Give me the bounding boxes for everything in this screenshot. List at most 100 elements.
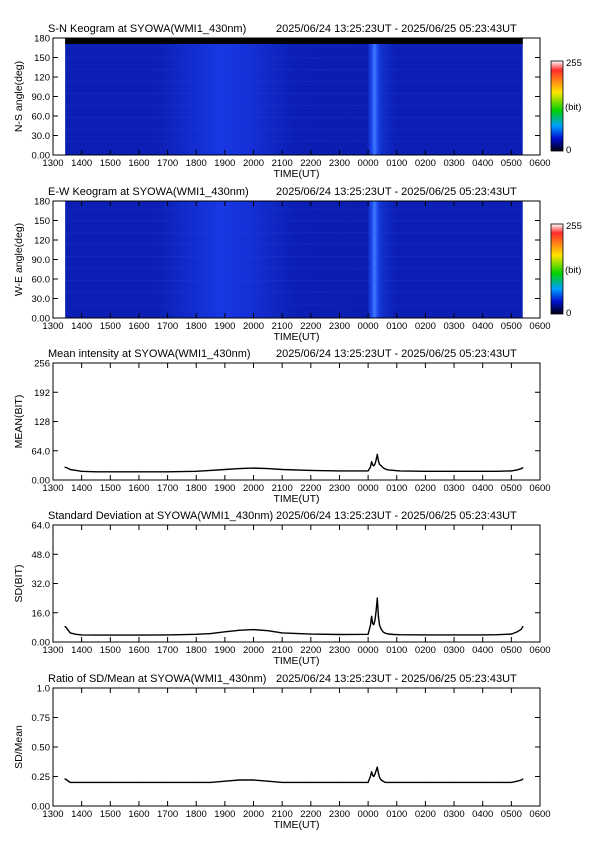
data-point: [69, 781, 71, 784]
data-point: [373, 775, 375, 778]
x-tick-label: 1900: [214, 321, 235, 332]
data-point: [393, 469, 395, 471]
x-tick-label: 2300: [329, 645, 350, 656]
data-point: [453, 634, 455, 636]
x-tick-label: 1800: [186, 483, 207, 494]
x-tick-label: 0500: [501, 483, 522, 494]
x-axis-label: TIME(UT): [273, 168, 319, 180]
data-point: [520, 779, 523, 781]
data-point: [372, 623, 374, 625]
x-tick-label: 0400: [472, 645, 493, 656]
x-tick-label: 0000: [358, 483, 379, 494]
y-tick-label: 64.0: [32, 446, 51, 457]
y-axis-label: N-S angle(deg): [13, 61, 25, 132]
y-tick-label: 0.00: [32, 802, 51, 813]
keogram-image: [65, 201, 523, 318]
x-tick-label: 1400: [71, 483, 92, 494]
data-point: [267, 630, 269, 632]
x-tick-label: 1800: [186, 645, 207, 656]
data-point: [64, 466, 66, 468]
y-tick-label: 64.0: [32, 521, 51, 532]
y-axis-label: MEAN(BIT): [13, 395, 25, 449]
y-tick-label: 0.00: [32, 151, 51, 162]
data-point: [374, 773, 376, 775]
x-tick-label: 1700: [157, 645, 178, 656]
data-point: [453, 470, 455, 472]
data-point: [224, 631, 226, 633]
y-tick-label: 192: [34, 388, 50, 399]
x-axis-label: TIME(UT): [273, 331, 319, 343]
x-tick-label: 1600: [128, 321, 149, 332]
data-point: [66, 779, 68, 781]
y-tick-label: 30.0: [32, 131, 51, 142]
data-point: [75, 633, 77, 635]
data-point: [224, 468, 226, 471]
x-tick-label: 2200: [300, 645, 321, 656]
mean-intensity-panel: Mean intensity at SYOWA(WMI1_430nm) 2025/…: [13, 348, 551, 505]
y-axis-label: W-E angle(deg): [13, 223, 25, 296]
x-tick-label: 1900: [214, 158, 235, 169]
x-tick-label: 1800: [186, 809, 207, 820]
x-tick-label: 1400: [71, 158, 92, 169]
x-tick-label: 0400: [472, 483, 493, 494]
data-point: [379, 777, 381, 779]
y-tick-label: 16.0: [32, 608, 51, 619]
data-point: [496, 781, 498, 784]
colorbar-max-label: 255: [566, 58, 582, 69]
data-point: [369, 624, 371, 627]
colorbar-unit-label: (bit): [565, 265, 581, 276]
x-tick-label: 1400: [71, 645, 92, 656]
y-tick-label: 128: [34, 417, 50, 428]
data-point: [382, 780, 384, 782]
data-point: [372, 774, 374, 776]
data-point: [482, 470, 484, 472]
data-point: [281, 781, 283, 784]
data-point: [516, 780, 518, 782]
panel-title: E-W Keogram at SYOWA(WMI1_430nm): [48, 186, 249, 198]
x-tick-label: 1300: [42, 483, 63, 494]
data-point: [167, 471, 169, 473]
data-point: [380, 779, 382, 781]
x-tick-label: 1700: [157, 483, 178, 494]
data-point: [384, 468, 386, 470]
colorbar-min-label: 0: [566, 308, 571, 319]
data-point: [238, 779, 240, 781]
x-axis-label: TIME(UT): [273, 819, 319, 831]
data-point: [376, 766, 378, 768]
panel-time-range: 2025/06/24 13:25:23UT - 2025/06/25 05:23…: [276, 673, 517, 685]
y-tick-label: 1.0: [37, 684, 50, 695]
data-point: [377, 460, 379, 462]
ratio-panel: Ratio of SD/Mean at SYOWA(WMI1_430nm) 202…: [13, 673, 551, 831]
data-point: [138, 781, 140, 784]
x-tick-label: 2200: [300, 321, 321, 332]
series-line: [64, 766, 524, 784]
data-point: [520, 628, 523, 630]
data-point: [281, 468, 283, 471]
x-tick-label: 2100: [272, 483, 293, 494]
data-point: [482, 634, 484, 636]
y-tick-label: 150: [34, 216, 50, 227]
x-tick-label: 0200: [415, 158, 436, 169]
y-tick-label: 0.75: [32, 713, 51, 724]
x-tick-label: 2200: [300, 483, 321, 494]
data-point: [238, 468, 240, 470]
data-point: [522, 467, 524, 469]
x-tick-label: 2000: [243, 809, 264, 820]
data-point: [384, 781, 386, 784]
data-point: [373, 624, 375, 626]
data-point: [66, 627, 68, 629]
data-point: [516, 631, 518, 633]
x-tick-label: 0500: [501, 158, 522, 169]
y-tick-label: 0.25: [32, 772, 51, 783]
data-point: [382, 467, 384, 469]
data-point: [371, 461, 373, 463]
y-tick-label: 0.50: [32, 743, 51, 754]
x-tick-label: 1300: [42, 809, 63, 820]
data-point: [267, 468, 269, 470]
data-point: [338, 781, 341, 784]
y-axis-label: SD(BIT): [13, 565, 25, 603]
x-tick-label: 0400: [472, 158, 493, 169]
x-tick-label: 1400: [71, 321, 92, 332]
series-line: [64, 453, 524, 473]
